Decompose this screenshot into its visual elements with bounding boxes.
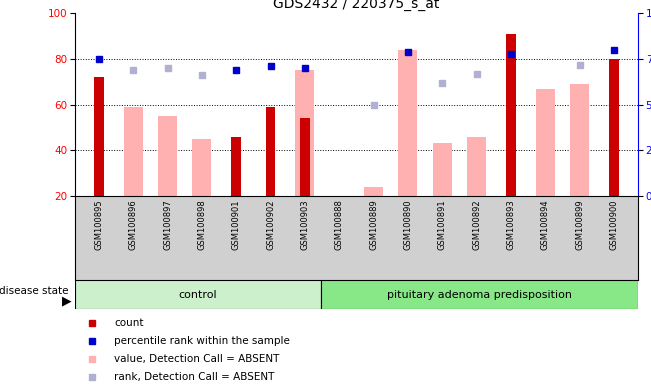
- Bar: [467, 137, 486, 196]
- Text: GSM100897: GSM100897: [163, 199, 172, 250]
- Bar: [266, 107, 275, 196]
- Bar: [300, 118, 310, 196]
- Bar: [433, 143, 452, 196]
- Text: GSM100893: GSM100893: [506, 199, 516, 250]
- Bar: [506, 34, 516, 196]
- Bar: [232, 137, 241, 196]
- Text: GSM100898: GSM100898: [197, 199, 206, 250]
- Text: GSM100902: GSM100902: [266, 199, 275, 250]
- Bar: [296, 70, 314, 196]
- Text: rank, Detection Call = ABSENT: rank, Detection Call = ABSENT: [115, 371, 275, 382]
- Bar: [94, 77, 104, 196]
- Text: percentile rank within the sample: percentile rank within the sample: [115, 336, 290, 346]
- Text: GSM100889: GSM100889: [369, 199, 378, 250]
- Text: disease state: disease state: [0, 286, 68, 296]
- Title: GDS2432 / 220375_s_at: GDS2432 / 220375_s_at: [273, 0, 439, 11]
- Text: value, Detection Call = ABSENT: value, Detection Call = ABSENT: [115, 354, 280, 364]
- Bar: [570, 84, 589, 196]
- Bar: [124, 107, 143, 196]
- Text: GSM100894: GSM100894: [541, 199, 550, 250]
- Bar: [193, 139, 212, 196]
- Bar: [158, 116, 177, 196]
- Text: control: control: [179, 290, 217, 300]
- Text: GSM100896: GSM100896: [129, 199, 138, 250]
- Text: GSM100903: GSM100903: [300, 199, 309, 250]
- Bar: [398, 50, 417, 196]
- Text: GSM100899: GSM100899: [575, 199, 584, 250]
- Bar: [536, 89, 555, 196]
- Text: count: count: [115, 318, 144, 328]
- Bar: [364, 187, 383, 196]
- Text: GSM100900: GSM100900: [609, 199, 618, 250]
- Bar: [75, 280, 321, 309]
- Text: pituitary adenoma predisposition: pituitary adenoma predisposition: [387, 290, 572, 300]
- Text: GSM100891: GSM100891: [437, 199, 447, 250]
- Bar: [609, 59, 618, 196]
- Text: GSM100901: GSM100901: [232, 199, 241, 250]
- Text: GSM100892: GSM100892: [472, 199, 481, 250]
- Text: GSM100888: GSM100888: [335, 199, 344, 250]
- Text: ▶: ▶: [62, 294, 72, 307]
- Bar: [321, 280, 638, 309]
- Text: GSM100895: GSM100895: [94, 199, 104, 250]
- Text: GSM100890: GSM100890: [404, 199, 413, 250]
